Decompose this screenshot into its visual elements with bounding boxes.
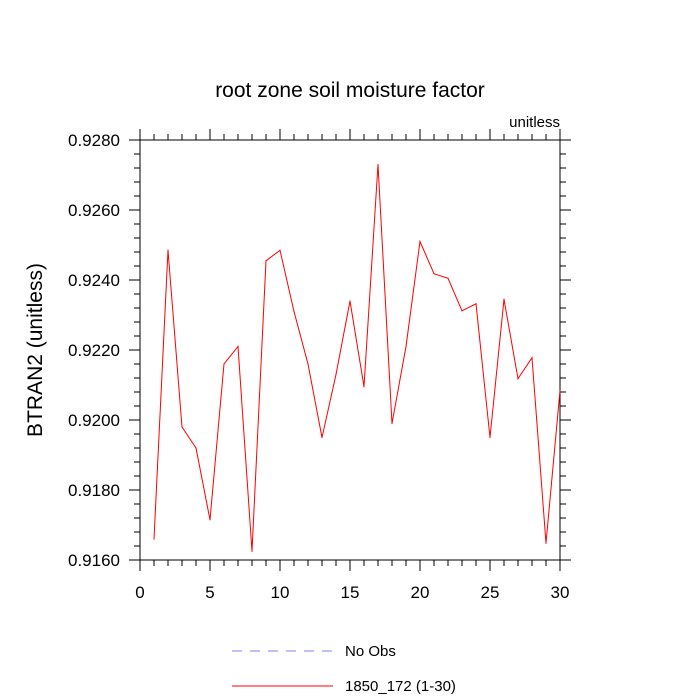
data-point: [209, 519, 211, 521]
y-tick-label: 0.9260: [68, 201, 120, 220]
y-tick-label: 0.9160: [68, 551, 120, 570]
data-point: [489, 436, 491, 439]
units-label: unitless: [509, 114, 560, 131]
data-point: [419, 240, 421, 243]
y-axis-label: BTRAN2 (unitless): [24, 263, 47, 437]
x-tick-label: 20: [411, 583, 430, 602]
data-point: [475, 303, 477, 305]
data-point: [559, 389, 561, 391]
x-axis-ticks: 0 5 10 15 20 25 30: [135, 129, 569, 602]
y-tick-label: 0.9200: [68, 411, 120, 430]
y-axis-ticks: 0.9160 0.9180 0.9200 0.9220 0.9240 0.9260 0.92…: [68, 131, 571, 570]
y-tick-label: 0.9240: [68, 271, 120, 290]
legend: No Obs 1850_172 (1-30): [232, 643, 456, 695]
data-point: [307, 363, 309, 365]
data-point: [335, 373, 337, 376]
data-point: [349, 300, 351, 302]
data-point: [405, 345, 407, 348]
chart-title: root zone soil moisture factor: [215, 79, 485, 102]
data-point: [503, 298, 505, 300]
y-tick-label: 0.9220: [68, 341, 120, 360]
x-tick-label: 30: [551, 583, 570, 602]
plot-frame: [139, 139, 561, 561]
series-line: [153, 164, 561, 552]
data-point: [433, 273, 435, 275]
data-point: [461, 310, 463, 312]
series-layer: [153, 163, 561, 552]
x-tick-label: 10: [271, 583, 290, 602]
data-point: [293, 310, 295, 313]
data-point: [237, 345, 239, 348]
data-point: [223, 363, 225, 365]
x-tick-label: 5: [205, 583, 214, 602]
data-point: [377, 163, 379, 166]
x-tick-label: 0: [135, 583, 144, 602]
data-point: [517, 378, 519, 380]
y-tick-label: 0.9180: [68, 481, 120, 500]
data-point: [181, 426, 183, 428]
data-point: [363, 386, 365, 388]
data-point: [545, 542, 547, 544]
data-point: [251, 550, 253, 552]
data-point: [279, 249, 281, 251]
data-point: [447, 277, 449, 279]
data-point: [391, 422, 393, 425]
x-tick-label: 25: [481, 583, 500, 602]
x-tick-label: 15: [341, 583, 360, 602]
data-point: [153, 538, 155, 540]
legend-label: 1850_172 (1-30): [345, 678, 456, 695]
data-point: [265, 260, 267, 262]
data-point: [321, 436, 323, 439]
y-tick-label: 0.9280: [68, 131, 120, 150]
data-point: [167, 249, 169, 251]
data-point: [531, 357, 533, 359]
legend-label: No Obs: [345, 643, 396, 660]
data-point: [195, 447, 197, 449]
